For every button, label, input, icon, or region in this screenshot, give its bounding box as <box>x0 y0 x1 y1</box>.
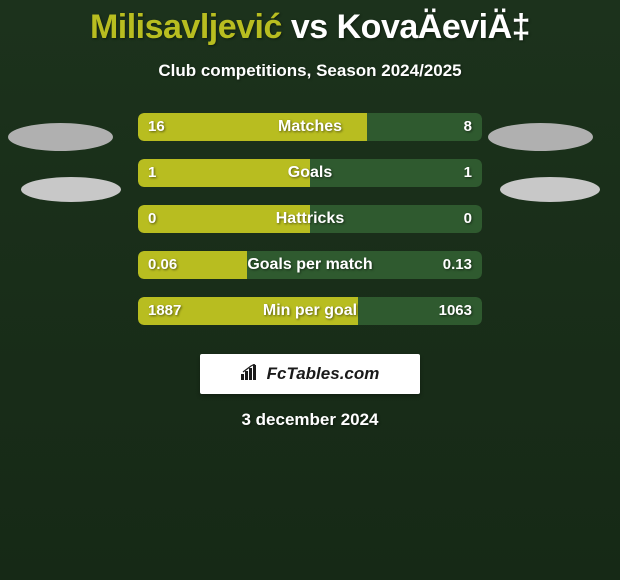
stat-row: 11Goals <box>138 159 482 187</box>
stat-label: Goals <box>138 159 482 187</box>
stat-label: Goals per match <box>138 251 482 279</box>
decor-ellipse <box>8 123 113 151</box>
chart-icon <box>241 364 261 385</box>
subtitle: Club competitions, Season 2024/2025 <box>0 61 620 81</box>
decor-ellipse <box>500 177 600 202</box>
page-title: Milisavljević vs KovaÄeviÄ‡ <box>0 8 620 47</box>
badge-text: FcTables.com <box>267 364 380 384</box>
decor-ellipse <box>21 177 121 202</box>
date-text: 3 december 2024 <box>0 410 620 430</box>
stat-label: Matches <box>138 113 482 141</box>
stat-row: 18871063Min per goal <box>138 297 482 325</box>
stat-row: 00Hattricks <box>138 205 482 233</box>
decor-ellipse <box>488 123 593 151</box>
stat-row: 168Matches <box>138 113 482 141</box>
header: Milisavljević vs KovaÄeviÄ‡ Club competi… <box>0 0 620 81</box>
player2-name: KovaÄeviÄ‡ <box>337 8 530 46</box>
stat-label: Min per goal <box>138 297 482 325</box>
source-badge: FcTables.com <box>200 354 420 394</box>
stat-row: 0.060.13Goals per match <box>138 251 482 279</box>
stat-label: Hattricks <box>138 205 482 233</box>
vs-text: vs <box>282 8 337 46</box>
player1-name: Milisavljević <box>90 8 282 46</box>
